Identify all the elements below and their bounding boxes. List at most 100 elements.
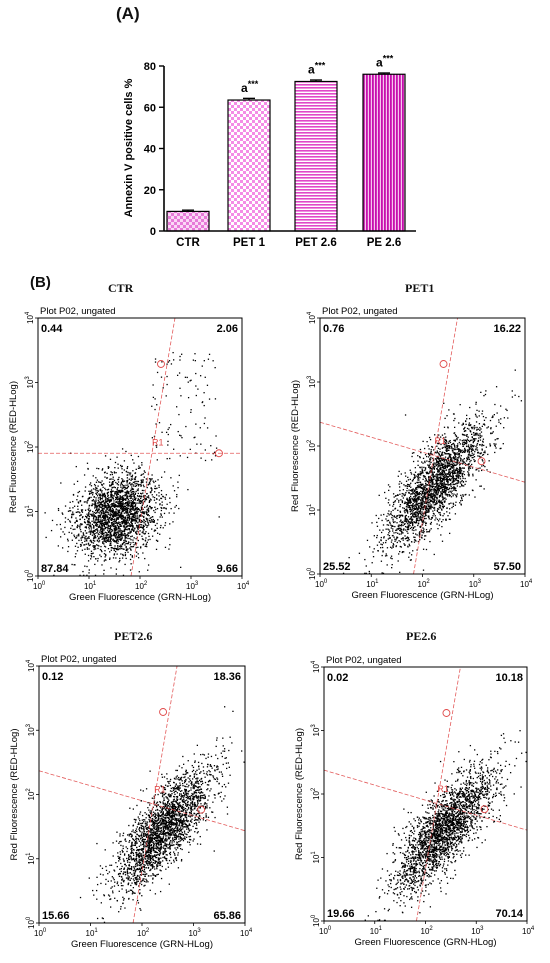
y-tick-label: 104	[25, 311, 35, 324]
y-tick-label: 104	[311, 660, 321, 673]
quadrant-upper-left: 0.44	[41, 323, 63, 335]
bar-y-tick-label: 20	[144, 185, 156, 197]
y-tick-label: 100	[26, 916, 36, 929]
region-label: R1	[435, 436, 447, 446]
gate-line-horizontal	[323, 769, 528, 831]
scatter-points	[79, 706, 245, 924]
y-tick-label: 103	[25, 376, 35, 389]
flow-plot-pe2-6: Plot P02, ungated R1 0.02 10.18 19.66 70.14 10…	[294, 655, 535, 948]
y-tick-label: 102	[307, 439, 317, 452]
bar-category-label: PET 1	[233, 237, 266, 249]
significance-label: a***	[308, 60, 326, 76]
scatter-points	[44, 351, 220, 577]
x-tick-label: 104	[520, 579, 533, 589]
gate-line-vertical	[416, 666, 461, 922]
flow-plot-pet2-6: Plot P02, ungated R1 0.12 18.36 15.66 65.86 10…	[9, 654, 253, 950]
plot-header: Plot P02, ungated	[41, 654, 117, 665]
x-tick-label: 102	[418, 579, 431, 589]
x-tick-label: 102	[421, 926, 434, 936]
bar-y-tick-label: 0	[150, 226, 156, 238]
quadrant-upper-right: 18.36	[213, 671, 241, 683]
y-tick-label: 102	[25, 440, 35, 453]
x-tick-label: 100	[315, 579, 328, 589]
gate-handle	[477, 457, 486, 466]
quadrant-lower-left: 19.66	[327, 908, 355, 920]
bar-y-tick-label: 40	[144, 144, 156, 156]
x-tick-label: 104	[240, 928, 253, 938]
quadrant-upper-left: 0.76	[323, 323, 344, 335]
region-label: R1	[152, 437, 164, 447]
plot-header: Plot P02, ungated	[40, 306, 116, 317]
y-tick-label: 103	[311, 724, 321, 737]
flow-plot-pet1: Plot P02, ungated R1 0.76 16.22 25.52 57.50 10…	[290, 306, 533, 601]
quadrant-upper-right: 2.06	[217, 323, 238, 335]
gate-handle	[197, 805, 206, 814]
scatter-points	[342, 369, 523, 575]
gate-line-vertical	[130, 317, 176, 577]
x-tick-label: 103	[186, 581, 199, 591]
plot-header: Plot P02, ungated	[322, 306, 398, 317]
gate-handle	[442, 709, 451, 717]
y-tick-label: 102	[311, 787, 321, 800]
x-tick-label: 101	[84, 581, 97, 591]
plot-frame	[323, 666, 528, 922]
gate-line-horizontal	[38, 770, 246, 832]
x-tick-label: 101	[366, 579, 379, 589]
panel-b-label: (B)	[30, 274, 51, 291]
plot-title-pet26: PET2.6	[114, 629, 153, 643]
plot-frame	[37, 317, 243, 577]
y-tick-label: 100	[307, 567, 317, 580]
x-axis-title: Green Fluorescence (GRN-HLog)	[354, 937, 496, 948]
x-tick-label: 100	[33, 581, 46, 591]
bar-y-tick-label: 80	[144, 61, 156, 73]
x-tick-label: 103	[469, 579, 482, 589]
bar-y-tick-label: 60	[144, 102, 156, 114]
x-axis-title: Green Fluorescence (GRN-HLog)	[351, 590, 493, 601]
x-tick-label: 102	[135, 581, 148, 591]
x-axis-title: Green Fluorescence (GRN-HLog)	[69, 592, 211, 603]
y-tick-label: 101	[25, 505, 35, 518]
quadrant-upper-right: 16.22	[493, 323, 521, 335]
quadrant-lower-left: 15.66	[42, 910, 70, 922]
y-tick-label: 101	[26, 852, 36, 865]
annexin-bar-chart: Annexin V positive cells % 0 20 40 60 80 CTR…	[123, 53, 416, 249]
y-axis-title: Red Fluorescence (RED-HLog)	[294, 728, 305, 860]
y-tick-label: 103	[307, 375, 317, 388]
x-tick-label: 103	[471, 926, 484, 936]
quadrant-upper-right: 10.18	[495, 672, 523, 684]
quadrant-lower-right: 70.14	[495, 908, 523, 920]
quadrant-upper-left: 0.12	[42, 671, 63, 683]
x-tick-label: 104	[522, 926, 535, 936]
x-tick-label: 101	[370, 926, 383, 936]
y-tick-label: 103	[26, 723, 36, 736]
significance-label: a***	[241, 79, 259, 95]
y-tick-label: 100	[311, 914, 321, 927]
quadrant-lower-right: 57.50	[493, 561, 521, 573]
gate-handle	[159, 708, 168, 716]
bar-chart-y-axis-title: Annexin V positive cells %	[123, 78, 135, 217]
x-tick-label: 101	[86, 928, 99, 938]
panel-a-label: (A)	[116, 4, 140, 23]
y-tick-label: 104	[26, 659, 36, 672]
plot-title-ctr: CTR	[108, 281, 134, 295]
gate-handle	[157, 360, 165, 368]
quadrant-upper-left: 0.02	[327, 672, 348, 684]
bar-category-label: CTR	[176, 237, 200, 249]
gate-handle	[439, 360, 448, 368]
y-axis-title: Red Fluorescence (RED-HLog)	[8, 381, 19, 513]
x-tick-label: 104	[237, 581, 250, 591]
plot-title-pe26: PE2.6	[406, 629, 437, 643]
y-tick-label: 104	[307, 311, 317, 324]
significance-label: a***	[376, 53, 394, 69]
x-axis-title: Green Fluorescence (GRN-HLog)	[71, 939, 213, 950]
scatter-points	[364, 730, 527, 922]
gate-line-vertical	[413, 317, 458, 575]
quadrant-lower-left: 25.52	[323, 561, 351, 573]
y-axis-title: Red Fluorescence (RED-HLog)	[290, 380, 301, 512]
y-tick-label: 102	[26, 788, 36, 801]
region-label: R1	[437, 784, 449, 794]
plot-header: Plot P02, ungated	[326, 655, 402, 666]
y-axis-title: Red Fluorescence (RED-HLog)	[9, 729, 20, 861]
